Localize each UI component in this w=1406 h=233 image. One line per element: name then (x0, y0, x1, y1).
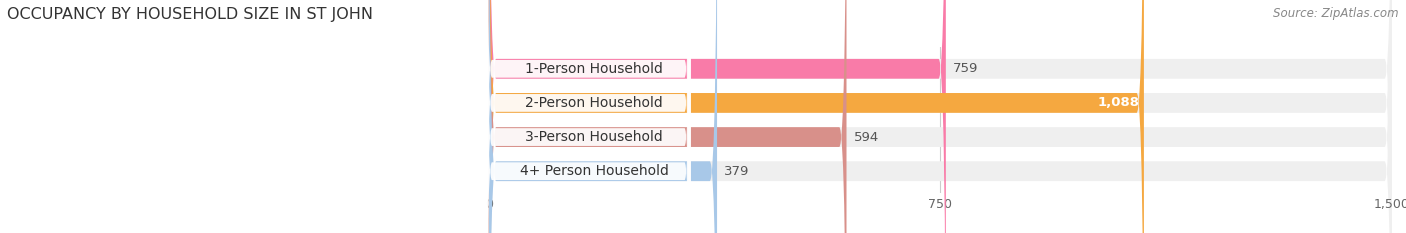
FancyBboxPatch shape (489, 0, 1392, 233)
FancyBboxPatch shape (486, 0, 690, 233)
FancyBboxPatch shape (486, 0, 690, 233)
Text: 759: 759 (953, 62, 979, 75)
FancyBboxPatch shape (486, 0, 690, 233)
FancyBboxPatch shape (489, 0, 846, 233)
Text: 3-Person Household: 3-Person Household (526, 130, 664, 144)
FancyBboxPatch shape (489, 0, 1392, 233)
FancyBboxPatch shape (489, 0, 1392, 233)
FancyBboxPatch shape (489, 0, 1144, 233)
FancyBboxPatch shape (489, 0, 946, 233)
Text: 379: 379 (724, 165, 749, 178)
Text: 4+ Person Household: 4+ Person Household (520, 164, 669, 178)
Text: 1-Person Household: 1-Person Household (526, 62, 664, 76)
Text: 594: 594 (853, 130, 879, 144)
FancyBboxPatch shape (486, 0, 690, 233)
Text: OCCUPANCY BY HOUSEHOLD SIZE IN ST JOHN: OCCUPANCY BY HOUSEHOLD SIZE IN ST JOHN (7, 7, 373, 22)
Text: 2-Person Household: 2-Person Household (526, 96, 664, 110)
FancyBboxPatch shape (489, 0, 1392, 233)
Text: 1,088: 1,088 (1097, 96, 1139, 110)
Text: Source: ZipAtlas.com: Source: ZipAtlas.com (1274, 7, 1399, 20)
FancyBboxPatch shape (489, 0, 717, 233)
